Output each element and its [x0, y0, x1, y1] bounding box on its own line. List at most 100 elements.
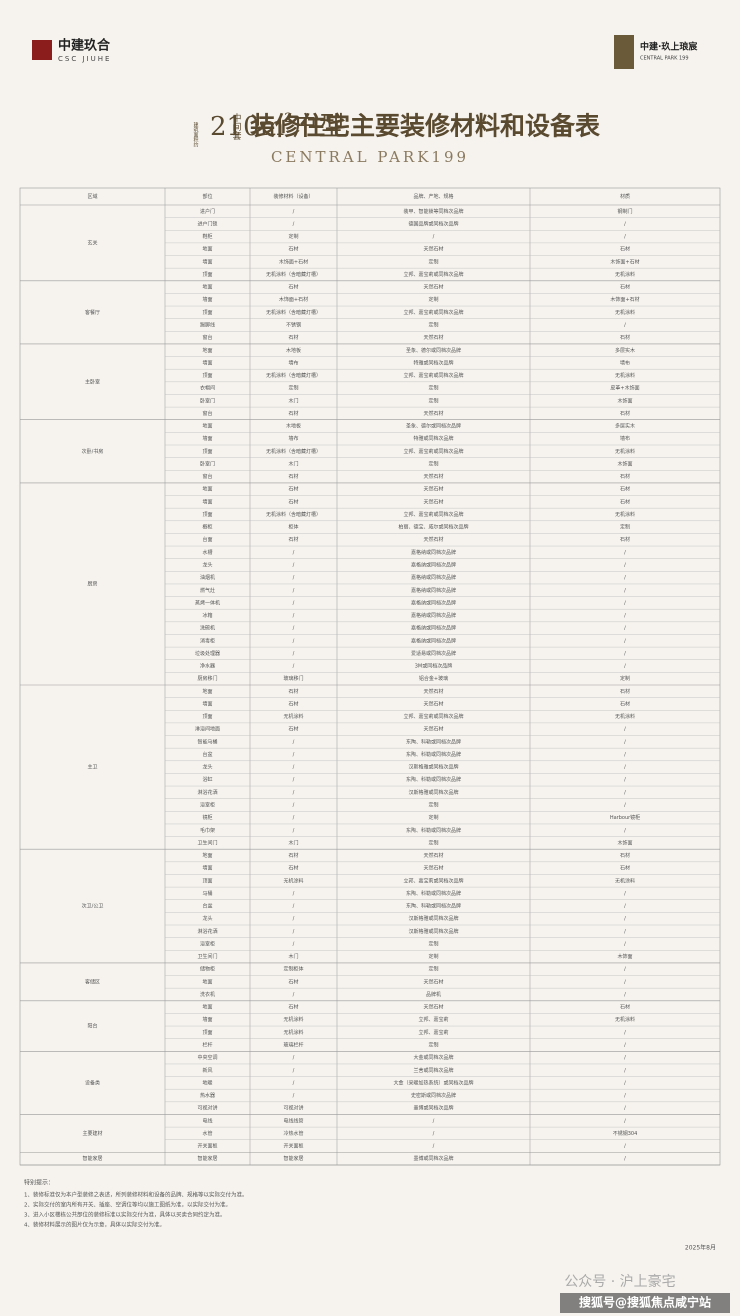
cell-text: 地暖: [202, 1079, 212, 1086]
cell-text: 石材: [620, 473, 630, 480]
cell-text: 嘉格纳或同档次品牌: [411, 625, 456, 632]
cell-text: 东陶、科勒或同档次品牌: [406, 827, 461, 834]
cell-text: /: [433, 1144, 435, 1150]
cell-text: 栏杆: [202, 1042, 212, 1049]
cell-text: 钢制门: [617, 208, 632, 215]
column-header: 材质: [620, 193, 630, 200]
cell-text: 石材: [288, 334, 298, 341]
cell-text: 石材: [288, 246, 298, 253]
cell-text: /: [293, 891, 295, 897]
cell-text: /: [293, 1080, 295, 1086]
cell-text: 天然石材: [423, 284, 443, 291]
cell-text: /: [624, 1106, 626, 1112]
cell-text: 智能家居: [283, 1155, 303, 1162]
right-logo-icon: [614, 35, 634, 69]
cell-text: /: [624, 1068, 626, 1074]
cell-text: 电线线管: [283, 1117, 303, 1124]
cell-text: /: [624, 234, 626, 240]
cell-text: /: [293, 1093, 295, 1099]
cell-text: 铝合金+玻璃: [419, 675, 448, 682]
cell-text: 木饰面: [617, 839, 632, 846]
cell-text: 无机涂料: [283, 1016, 303, 1023]
cell-text: 天然石材: [423, 1004, 443, 1011]
cell-text: /: [293, 626, 295, 632]
cell-text: 无机涂料: [615, 1016, 635, 1023]
cell-text: 嘉格纳或同档次品牌: [411, 599, 456, 606]
cell-text: /: [293, 651, 295, 657]
cell-text: 定制: [288, 233, 298, 240]
cell-text: 石材: [288, 498, 298, 505]
cell-text: 定制: [428, 258, 438, 265]
column-header: 区域: [87, 193, 97, 200]
cell-text: 无机涂料（含暗藏灯槽）: [266, 271, 321, 278]
cell-text: 天然石材: [423, 852, 443, 859]
cell-text: 石材: [620, 852, 630, 859]
subtitle: CENTRAL PARK199: [271, 148, 469, 166]
cell-text: 墙面: [202, 1016, 212, 1023]
cell-text: 浴缸: [202, 776, 212, 783]
cell-text: 立邦、嘉宝莉或同档次品牌: [403, 372, 463, 379]
cell-text: 定制: [620, 524, 630, 531]
cell-text: 木饰面: [617, 397, 632, 404]
right-logo: 中建·玖上琅宸: [640, 41, 698, 53]
cell-text: /: [293, 563, 295, 569]
cell-text: 无机涂料: [283, 1029, 303, 1036]
cell-text: /: [293, 803, 295, 809]
cell-text: 墙面: [202, 359, 212, 366]
cell-text: /: [293, 904, 295, 910]
cell-text: 木门: [288, 397, 298, 404]
cell-text: 定制: [428, 322, 438, 329]
cell-text: 无机涂料（含暗藏灯槽）: [266, 511, 321, 518]
cell-text: 地面: [202, 246, 212, 253]
section-name: 客储区: [85, 978, 100, 985]
cell-text: 皮革+木饰面: [610, 385, 639, 392]
section-name: 次卧/书房: [82, 448, 104, 455]
cell-text: 嘉格纳或同档次品牌: [411, 587, 456, 594]
cell-text: 立邦、嘉宝莉或同档次品牌: [403, 511, 463, 518]
cell-text: 水管: [202, 1130, 212, 1137]
cell-text: 天然石材: [423, 865, 443, 872]
cell-text: 圣象、德尔或同档次品牌: [406, 423, 461, 430]
cell-text: 地面: [202, 423, 212, 430]
cell-text: 燃气灶: [200, 587, 215, 594]
cell-text: /: [624, 916, 626, 922]
cell-text: /: [433, 234, 435, 240]
left-logo-icon: [32, 40, 52, 60]
cell-text: 无机涂料: [615, 372, 635, 379]
cell-text: 顶面: [202, 449, 212, 455]
cell-text: /: [624, 752, 626, 758]
cell-text: 地面: [202, 1004, 212, 1011]
cell-text: 淋浴花洒: [197, 928, 217, 935]
cell-text: /: [624, 1055, 626, 1061]
title-tag: 中间套: [231, 112, 242, 141]
cell-text: /: [624, 1118, 626, 1124]
cell-text: 特雅或同档次品牌: [413, 435, 453, 442]
cell-text: 柜体: [288, 524, 298, 531]
cell-text: 定制: [428, 814, 438, 821]
section-name: 阳台: [87, 1023, 97, 1030]
section-name: 主要建材: [82, 1130, 102, 1137]
cell-text: 定制: [428, 802, 438, 809]
cell-text: 汉斯格雅或同档次品牌: [408, 764, 458, 771]
cell-text: /: [293, 550, 295, 556]
cell-text: 净水器: [200, 663, 215, 670]
cell-text: /: [624, 765, 626, 771]
cell-text: 石材: [288, 865, 298, 872]
cell-text: 定制: [620, 675, 630, 682]
cell-text: 石材: [620, 410, 630, 417]
cell-text: 墙面: [202, 296, 212, 303]
cell-text: 石材: [288, 473, 298, 480]
cell-text: 特雅或同档次品牌: [413, 359, 453, 366]
cell-text: 石材: [288, 1004, 298, 1011]
cell-text: 台盆: [202, 751, 212, 758]
cell-text: 不锈钢304: [613, 1130, 638, 1137]
cell-text: 定制: [428, 1042, 438, 1049]
cell-text: 天然石材: [423, 498, 443, 505]
cell-text: /: [293, 765, 295, 771]
cell-text: 石材: [620, 700, 630, 707]
cell-text: 兰舍或同档次品牌: [413, 1067, 453, 1074]
cell-text: 爱适易或同档次品牌: [411, 650, 456, 657]
